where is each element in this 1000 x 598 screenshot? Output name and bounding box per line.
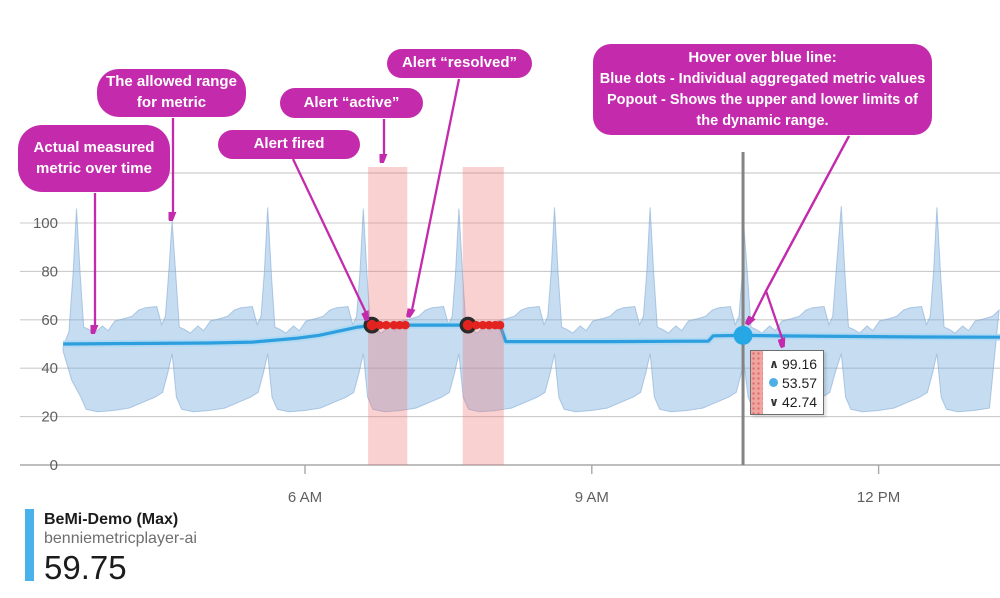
callout-hover-info-title: Hover over blue line:: [688, 49, 837, 67]
y-tick-label: 80: [41, 263, 58, 280]
chevron-down-icon: ∨: [769, 394, 779, 409]
x-tick-label: 12 PM: [857, 489, 900, 506]
hover-dot[interactable]: [733, 325, 753, 345]
legend-color-bar: [25, 509, 34, 581]
range-band-area: [62, 206, 1000, 413]
y-tick-label: 20: [41, 409, 58, 426]
chart-legend[interactable]: BeMi-Demo (Max) benniemetricplayer-ai 59…: [25, 509, 197, 585]
callout-alert-resolved-label: Alert “resolved”: [401, 54, 518, 72]
y-tick-label: 40: [41, 360, 58, 377]
callout-alert-active-label: Alert “active”: [303, 93, 400, 111]
alert-fired-dot: [495, 320, 505, 330]
tooltip-range-strip: [751, 351, 763, 414]
x-tick-label: 9 AM: [575, 489, 609, 506]
alert-fired-dot: [471, 320, 481, 330]
callout-hover-info: Hover over blue line: Blue dots - Indivi…: [593, 44, 932, 135]
tooltip-lower-row: ∨ 42.74: [766, 394, 821, 410]
callout-actual-measured: Actual measured metric over time: [18, 125, 170, 192]
alert-fired-dot: [478, 320, 488, 330]
callout-alert-fired-label: Alert fired: [253, 135, 325, 153]
metric-point-icon: [769, 378, 778, 387]
legend-resource-name: benniemetricplayer-ai: [44, 529, 197, 547]
alert-fired-dot: [381, 320, 391, 330]
legend-current-value: 59.75: [44, 548, 127, 586]
callout-hover-info-body: Blue dots - Individual aggregated metric…: [599, 70, 926, 129]
hover-tooltip: ∧ 99.16 53.57 ∨ 42.74: [750, 350, 824, 415]
callout-actual-measured-label: Actual measured metric over time: [33, 138, 155, 177]
tooltip-metric-value: 53.57: [782, 374, 818, 391]
y-tick-label: 60: [41, 312, 58, 329]
callout-alert-resolved: Alert “resolved”: [387, 49, 532, 78]
callout-allowed-range-label: The allowed range for metric: [106, 73, 237, 111]
legend-metric-name: BeMi-Demo (Max): [44, 511, 179, 528]
callout-alert-fired: Alert fired: [218, 130, 360, 159]
alert-fired-dot: [375, 320, 384, 330]
chevron-up-icon: ∧: [769, 356, 779, 371]
alert-period-band: [462, 167, 504, 465]
alert-fired-dot: [401, 320, 410, 330]
tooltip-value-row: 53.57: [766, 375, 821, 391]
callout-alert-active: Alert “active”: [280, 88, 423, 118]
tooltip-upper-row: ∧ 99.16: [766, 356, 821, 372]
callout-allowed-range: The allowed range for metric: [97, 69, 246, 117]
alert-period-band: [368, 167, 408, 465]
tooltip-lower-value: 42.74: [782, 393, 818, 410]
alert-fired-dot: [484, 320, 494, 330]
tooltip-upper-value: 99.16: [782, 355, 818, 372]
x-tick-label: 6 AM: [288, 489, 322, 506]
y-tick-label: 100: [33, 215, 58, 232]
y-tick-label: 0: [50, 457, 58, 474]
